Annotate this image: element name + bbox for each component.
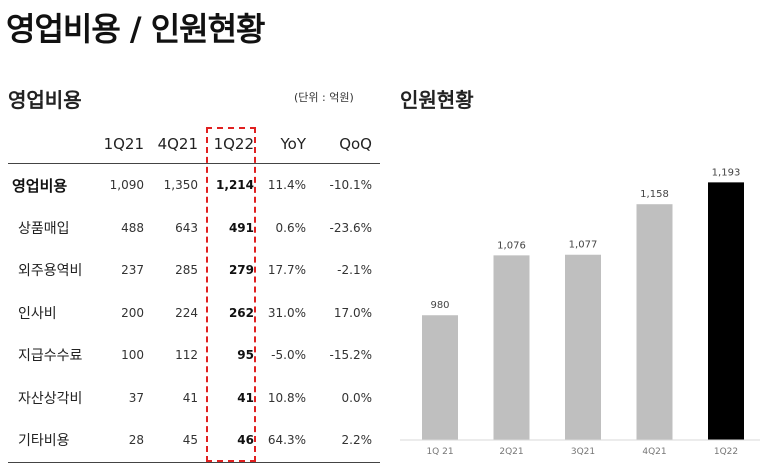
cell-1q21: 37 bbox=[128, 390, 144, 405]
cell-qoq: 2.2% bbox=[314, 419, 380, 463]
cell-4q21: 224 bbox=[175, 305, 198, 320]
cell-1q22: 1,214 bbox=[216, 178, 254, 193]
cell-4q21: 643 bbox=[175, 220, 198, 235]
cell-1q22: 279 bbox=[228, 263, 254, 278]
value-label: 1,193 bbox=[712, 167, 741, 178]
cell-1q21: 100 bbox=[121, 348, 144, 363]
page-title: 영업비용 / 인원현황 bbox=[6, 10, 265, 48]
column-header: 1Q22 bbox=[206, 125, 262, 164]
cell-qoq: 0.0% bbox=[341, 390, 373, 405]
cell-qoq: -23.6% bbox=[329, 220, 372, 235]
bar-1q21 bbox=[422, 315, 458, 440]
cell-yoy: 0.6% bbox=[275, 220, 307, 235]
cell-1q21: 200 bbox=[121, 305, 144, 320]
cell-1q21: 488 bbox=[121, 220, 144, 235]
cell-1q21: 28 bbox=[100, 419, 152, 463]
cell-qoq: 17.0% bbox=[333, 305, 372, 320]
opex-table: 1Q21 4Q21 1Q22 YoY QoQ 영업비용 1,090 1,350 … bbox=[8, 125, 380, 463]
cell-yoy: 17.7% bbox=[267, 263, 306, 278]
table-row: 외주용역비 237 285 279 17.7% -2.1% bbox=[8, 249, 380, 292]
x-axis-labels: 1Q 21 2Q21 3Q21 4Q21 1Q22 bbox=[426, 447, 738, 457]
headcount-bar-chart: 1Q 21 2Q21 3Q21 4Q21 1Q22 980 1,076 1,077 1,158… bbox=[400, 167, 760, 457]
column-header: QoQ bbox=[314, 125, 380, 164]
row-label: 외주용역비 bbox=[18, 263, 83, 280]
column-header: 1Q21 bbox=[100, 125, 152, 164]
row-label: 인사비 bbox=[18, 305, 57, 322]
table-row: 자산상각비 37 41 41 10.8% 0.0% bbox=[8, 377, 380, 420]
cell-yoy: -5.0% bbox=[271, 348, 306, 363]
table-row: 상품매입 488 643 491 0.6% -23.6% bbox=[8, 207, 380, 250]
table-row: 지급수수료 100 112 95 -5.0% -15.2% bbox=[8, 334, 380, 377]
row-label: 상품매입 bbox=[18, 220, 70, 237]
table-row: 기타비용 28 45 46 64.3% 2.2% bbox=[8, 419, 380, 463]
column-header: 4Q21 bbox=[152, 125, 206, 164]
1q22-highlight-box bbox=[206, 127, 256, 462]
value-label: 1,077 bbox=[569, 240, 598, 251]
x-tick-label: 4Q21 bbox=[642, 447, 666, 457]
table-header-row: 1Q21 4Q21 1Q22 YoY QoQ bbox=[8, 125, 380, 164]
bar-4q21 bbox=[636, 204, 673, 440]
cell-1q22: 41 bbox=[237, 390, 254, 405]
cell-1q21: 237 bbox=[121, 263, 144, 278]
cell-qoq: -10.1% bbox=[329, 178, 372, 193]
cell-yoy: 31.0% bbox=[267, 305, 306, 320]
unit-label: (단위 : 억원) bbox=[294, 91, 354, 104]
row-label: 영업비용 bbox=[12, 176, 68, 195]
bar-group bbox=[422, 182, 744, 440]
cell-1q21: 1,090 bbox=[109, 178, 144, 193]
x-tick-label: 1Q22 bbox=[714, 447, 738, 457]
value-labels: 980 1,076 1,077 1,158 1,193 bbox=[430, 167, 740, 311]
cell-1q22: 95 bbox=[237, 348, 254, 363]
value-label: 1,076 bbox=[497, 240, 526, 251]
bar-1q22 bbox=[708, 182, 744, 440]
row-label: 기타비용 bbox=[8, 419, 100, 463]
cell-4q21: 112 bbox=[175, 348, 198, 363]
cell-4q21: 1,350 bbox=[163, 178, 198, 193]
table-row: 영업비용 1,090 1,350 1,214 11.4% -10.1% bbox=[8, 164, 380, 207]
value-label: 980 bbox=[430, 300, 449, 311]
x-tick-label: 1Q 21 bbox=[426, 447, 453, 457]
cell-yoy: 10.8% bbox=[267, 390, 306, 405]
cell-1q22: 491 bbox=[228, 220, 254, 235]
x-tick-label: 3Q21 bbox=[571, 447, 595, 457]
cell-4q21: 45 bbox=[152, 419, 206, 463]
cell-4q21: 285 bbox=[175, 263, 198, 278]
cell-4q21: 41 bbox=[182, 390, 198, 405]
cell-qoq: -15.2% bbox=[329, 348, 372, 363]
column-header bbox=[8, 125, 100, 164]
row-label: 자산상각비 bbox=[18, 390, 83, 407]
headcount-section-title: 인원현황 bbox=[400, 88, 474, 112]
cell-qoq: -2.1% bbox=[337, 263, 372, 278]
x-tick-label: 2Q21 bbox=[499, 447, 523, 457]
row-label: 지급수수료 bbox=[18, 348, 83, 365]
cell-yoy: 11.4% bbox=[267, 178, 306, 193]
value-label: 1,158 bbox=[640, 189, 669, 200]
cell-1q22: 46 bbox=[206, 419, 262, 463]
cell-1q22: 262 bbox=[228, 305, 254, 320]
column-header: YoY bbox=[262, 125, 314, 164]
opex-section-title: 영업비용 bbox=[8, 88, 82, 112]
bar-2q21 bbox=[493, 255, 530, 440]
cell-yoy: 64.3% bbox=[262, 419, 314, 463]
bar-3q21 bbox=[565, 254, 601, 440]
table-row: 인사비 200 224 262 31.0% 17.0% bbox=[8, 292, 380, 335]
